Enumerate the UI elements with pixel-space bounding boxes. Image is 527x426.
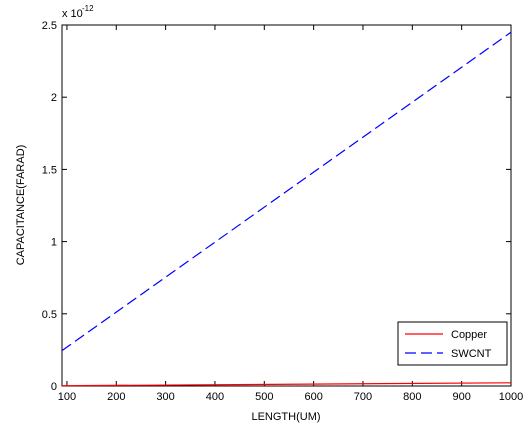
legend-label-copper: Copper bbox=[451, 329, 487, 341]
series-layer bbox=[61, 31, 512, 387]
legend-box bbox=[397, 321, 508, 366]
y-axis-label: CAPACITANCE(FARAD) bbox=[15, 145, 27, 266]
y-exponent-base: x 10 bbox=[62, 8, 83, 20]
x-axis-ticks: 100 200 300 400 500 600 700 800 900 1000 bbox=[58, 25, 523, 403]
x-axis-label: LENGTH(UM) bbox=[251, 411, 320, 423]
y-tick-label: 1.5 bbox=[42, 164, 57, 176]
series-line-swcnt bbox=[61, 31, 512, 352]
y-tick-label: 0.5 bbox=[42, 309, 57, 321]
x-tick-label: 700 bbox=[354, 391, 372, 403]
x-tick-label: 200 bbox=[107, 391, 125, 403]
series-line-copper bbox=[61, 382, 512, 387]
y-exponent-power: -12 bbox=[82, 4, 94, 13]
x-tick-label: 300 bbox=[156, 391, 174, 403]
y-tick-label: 0 bbox=[51, 381, 57, 393]
y-axis-ticks: 0 0.5 1 1.5 2 2.5 bbox=[42, 20, 511, 393]
x-tick-label: 500 bbox=[255, 391, 273, 403]
x-tick-label: 100 bbox=[58, 391, 76, 403]
x-tick-label: 1000 bbox=[499, 391, 523, 403]
x-tick-label: 400 bbox=[206, 391, 224, 403]
x-tick-label: 800 bbox=[403, 391, 421, 403]
x-tick-label: 600 bbox=[304, 391, 322, 403]
legend-label-swcnt: SWCNT bbox=[451, 348, 492, 360]
y-tick-label: 1 bbox=[51, 237, 57, 249]
y-tick-label: 2.5 bbox=[42, 20, 57, 32]
y-tick-label: 2 bbox=[51, 92, 57, 104]
x-tick-label: 900 bbox=[452, 391, 470, 403]
legend: Copper SWCNT bbox=[397, 321, 508, 366]
